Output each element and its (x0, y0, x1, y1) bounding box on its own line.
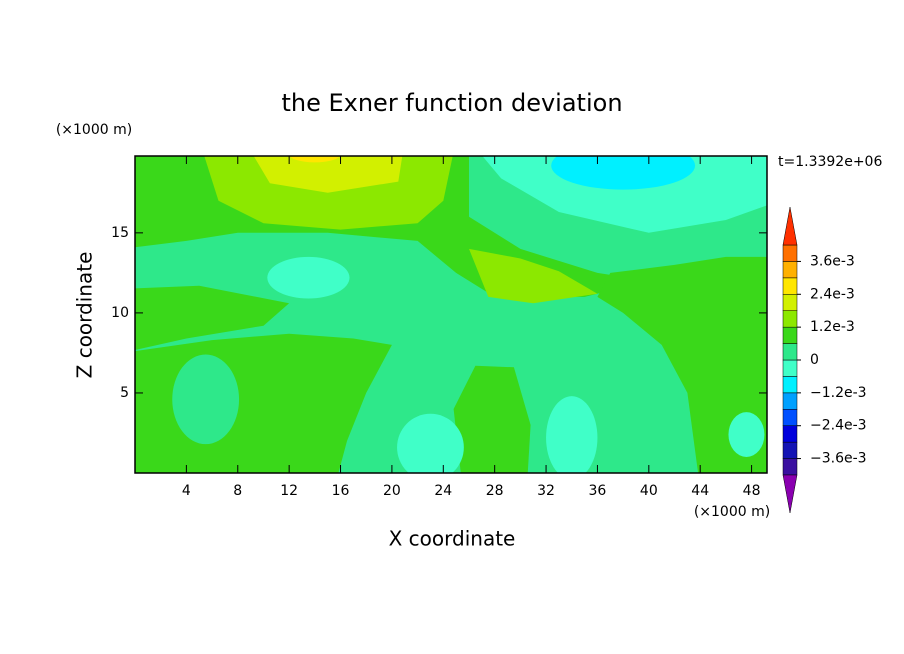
colorbar-tick-label: −3.6e-3 (810, 451, 867, 467)
chart-title: the Exner function deviation (281, 89, 622, 117)
y-unit-label: (×1000 m) (56, 122, 132, 138)
colorbar-tick-label: 0 (810, 352, 819, 368)
colorbar-tick-label: 3.6e-3 (810, 253, 855, 269)
colorbar-box (782, 261, 798, 279)
y-tick-label: 10 (111, 305, 129, 321)
colorbar-box (782, 425, 798, 443)
time-annotation: t=1.3392e+06 (778, 154, 882, 170)
contour-field (135, 156, 767, 473)
contour-region (469, 248, 598, 304)
colorbar-extend-top (782, 206, 798, 246)
y-tick-label: 15 (111, 225, 129, 241)
x-tick-label: 20 (383, 483, 401, 499)
colorbar-box (782, 359, 798, 377)
colorbar-box (782, 458, 798, 476)
x-tick-label: 28 (486, 483, 504, 499)
y-tick-label: 5 (120, 385, 129, 401)
x-tick-label: 8 (233, 483, 242, 499)
colorbar-box (782, 326, 798, 344)
x-unit-label: (×1000 m) (694, 504, 770, 520)
colorbar-box (782, 294, 798, 311)
x-tick-label: 36 (589, 483, 607, 499)
contour-region (267, 256, 350, 299)
colorbar-box (782, 409, 798, 426)
plot-frame (134, 155, 768, 474)
colorbar-box (782, 277, 798, 295)
contour-region (597, 256, 767, 473)
contour-region (289, 156, 341, 163)
colorbar-extend-bottom (782, 474, 798, 514)
colorbar-box (782, 376, 798, 394)
y-axis-label: Z coordinate (73, 252, 97, 379)
contour-region (172, 354, 240, 445)
x-tick-label: 24 (434, 483, 452, 499)
contour-region (546, 396, 598, 473)
x-tick-label: 44 (691, 483, 709, 499)
colorbar-box (782, 441, 798, 459)
x-tick-label: 12 (280, 483, 298, 499)
contour-region (728, 412, 765, 457)
colorbar-box (782, 392, 798, 410)
colorbar-tick-label: −1.2e-3 (810, 385, 867, 401)
contour-region (135, 285, 290, 351)
x-tick-label: 4 (182, 483, 191, 499)
contour-region (253, 156, 403, 193)
contour-region (482, 156, 767, 233)
colorbar-box (782, 310, 798, 328)
colorbar-tick-label: 2.4e-3 (810, 286, 855, 302)
colorbar-tick-label: 1.2e-3 (810, 319, 855, 335)
colorbar-tick-label: −2.4e-3 (810, 418, 867, 434)
colorbar-box (782, 343, 798, 361)
contour-region (551, 156, 696, 190)
x-tick-label: 48 (743, 483, 761, 499)
x-tick-label: 32 (537, 483, 555, 499)
contour-region (397, 413, 464, 473)
contour-region (453, 365, 531, 473)
colorbar-box (782, 244, 798, 262)
x-axis-label: X coordinate (389, 527, 516, 551)
x-tick-label: 16 (332, 483, 350, 499)
x-tick-label: 40 (640, 483, 658, 499)
